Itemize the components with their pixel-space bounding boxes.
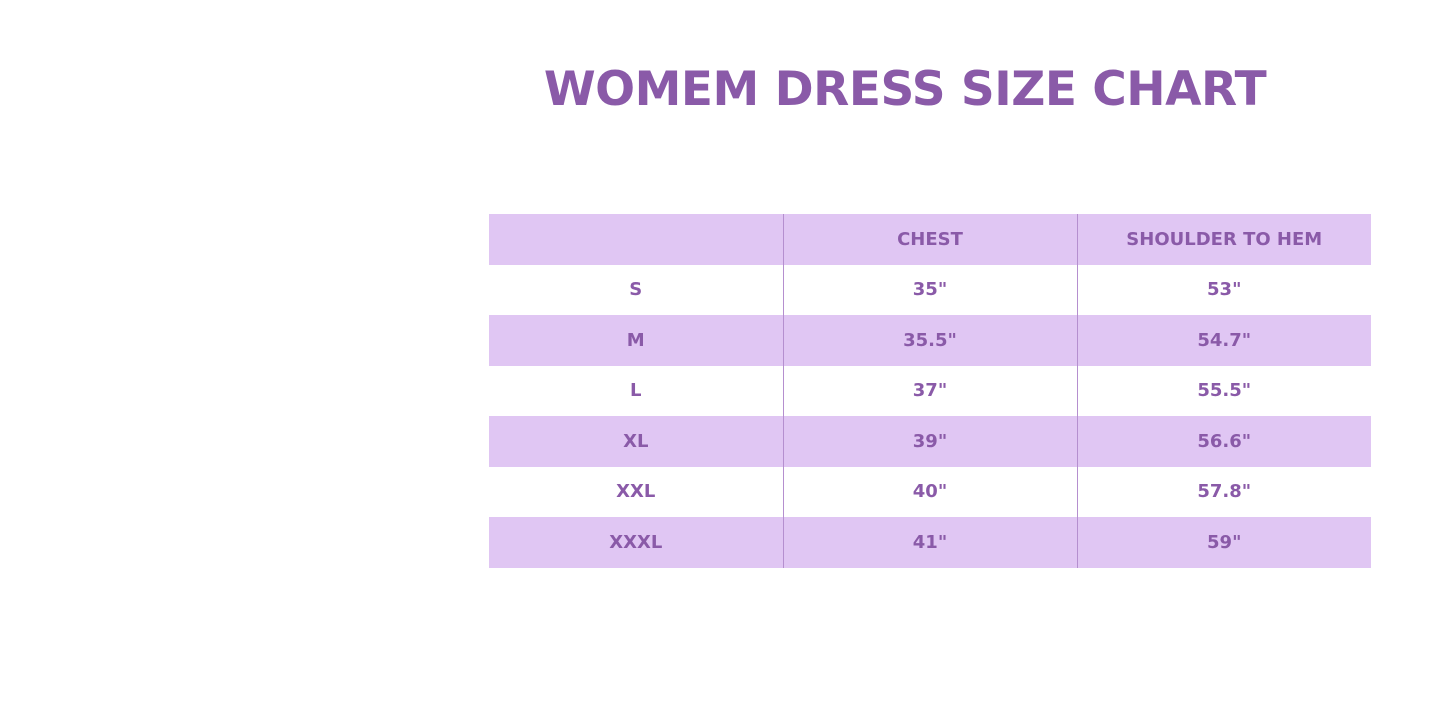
- header-chest: CHEST: [782, 214, 1077, 265]
- chest-cell: 35": [782, 264, 1077, 315]
- size-cell: XL: [489, 416, 783, 467]
- table-row: M 35.5" 54.7": [489, 315, 1371, 366]
- size-cell: M: [489, 315, 783, 366]
- table-row: S 35" 53": [489, 264, 1371, 315]
- shoulder-to-hem-cell: 54.7": [1076, 315, 1371, 366]
- chest-cell: 40": [782, 466, 1077, 517]
- table-header-row: CHEST SHOULDER TO HEM: [489, 214, 1371, 265]
- chest-cell: 37": [782, 365, 1077, 416]
- shoulder-to-hem-cell: 55.5": [1076, 365, 1371, 416]
- header-size: [489, 214, 783, 265]
- table-row: XXXL 41" 59": [489, 517, 1371, 568]
- table-row: XL 39" 56.6": [489, 416, 1371, 467]
- size-cell: L: [630, 380, 642, 402]
- shoulder-to-hem-cell: 59": [1076, 517, 1371, 568]
- size-cell: XXXL: [489, 517, 783, 568]
- chest-cell: 41": [782, 517, 1077, 568]
- table-row: XXL 40" 57.8": [489, 466, 1371, 517]
- shoulder-to-hem-cell: 57.8": [1076, 466, 1371, 517]
- size-chart-table: CHEST SHOULDER TO HEM S 35" 53" M 35.5" …: [489, 214, 1371, 568]
- shoulder-to-hem-cell: 53": [1076, 264, 1371, 315]
- size-cell: XXL: [616, 481, 656, 503]
- table-row: L 37" 55.5": [489, 365, 1371, 416]
- chest-cell: 39": [782, 416, 1077, 467]
- page-title: WOMEM DRESS SIZE CHART: [543, 62, 1267, 117]
- size-cell: S: [629, 279, 643, 301]
- chest-cell: 35.5": [782, 315, 1077, 366]
- shoulder-to-hem-cell: 56.6": [1076, 416, 1371, 467]
- header-shoulder-to-hem: SHOULDER TO HEM: [1076, 214, 1371, 265]
